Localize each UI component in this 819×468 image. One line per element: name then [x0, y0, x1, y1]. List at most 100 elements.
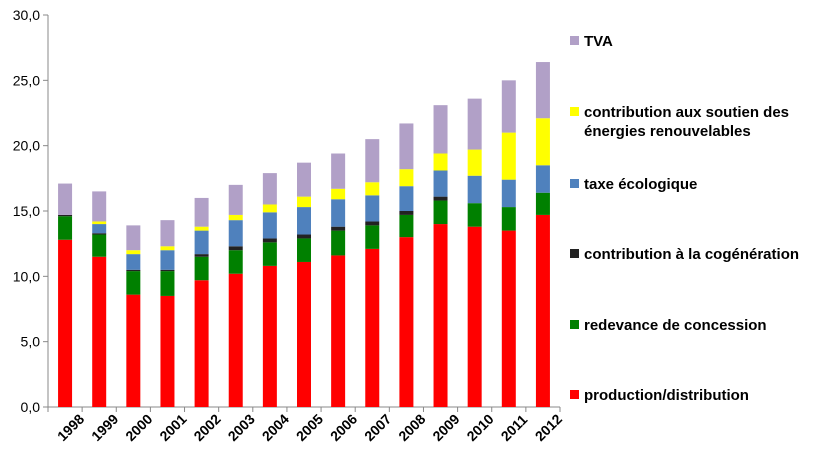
y-tick-label: 20,0	[13, 138, 40, 154]
x-tick-label: 1998	[54, 411, 87, 444]
bar-segment	[501, 80, 516, 133]
bar-segment	[160, 246, 175, 251]
bar-segment	[433, 105, 448, 154]
bar-segment	[331, 188, 346, 200]
bar-segment	[433, 170, 448, 197]
x-tick-label: 2001	[156, 411, 189, 444]
bar-segment	[126, 225, 141, 251]
legend-label: TVA	[584, 33, 613, 50]
bar-segment	[297, 234, 311, 239]
x-tick-label: 2003	[225, 411, 258, 444]
bar-segment	[126, 250, 141, 255]
x-tick-label: 2000	[122, 411, 155, 444]
y-tick-label: 15,0	[13, 203, 40, 219]
bar-segment	[365, 139, 380, 183]
legend-label: contribution aux soutien des	[584, 104, 789, 121]
bar-segment	[194, 280, 209, 407]
bar-segment	[297, 162, 311, 197]
bar-segment	[228, 184, 243, 215]
bar-segment	[365, 248, 380, 407]
bar-segment	[331, 199, 346, 227]
legend-swatch	[570, 179, 579, 188]
bar-segment	[228, 220, 243, 247]
bar-segment	[92, 221, 107, 225]
bar-segment	[228, 250, 243, 274]
bar-segment	[535, 165, 550, 193]
x-tick-label: 2011	[498, 411, 531, 444]
bar-segment	[535, 192, 550, 215]
bar-segment	[194, 256, 209, 281]
bar-segment	[399, 214, 414, 238]
bar-segment	[262, 173, 277, 205]
bar-segment	[297, 207, 311, 235]
bar-segment	[228, 273, 243, 407]
bar-segment	[58, 183, 73, 215]
bar-segment	[194, 197, 209, 227]
bar-segment	[399, 186, 414, 211]
bar-segment	[467, 175, 482, 204]
bar-segment	[262, 238, 277, 243]
legend-label: taxe écologique	[584, 176, 697, 193]
x-tick-label: 1999	[88, 411, 121, 444]
x-tick-label: 2004	[259, 411, 292, 444]
bar-segment	[433, 153, 448, 171]
x-tick-label: 2007	[361, 411, 394, 444]
bar-segment	[467, 149, 482, 176]
bar-segment	[126, 271, 141, 295]
bar-segment	[535, 118, 550, 166]
y-tick-label: 30,0	[13, 7, 40, 23]
bar-segment	[399, 211, 414, 215]
bar-segment	[58, 216, 73, 240]
bar-segment	[433, 196, 448, 201]
bar-segment	[228, 246, 243, 251]
bar-segment	[399, 123, 414, 170]
bar-segment	[160, 269, 175, 272]
legend-label: énergies renouvelables	[584, 123, 751, 140]
legend-swatch	[570, 107, 579, 116]
legend-label: production/distribution	[584, 387, 749, 404]
bar-segment	[501, 132, 516, 180]
legend-label: redevance de concession	[584, 317, 767, 334]
bar-segment	[467, 203, 482, 227]
bar-segment	[399, 169, 414, 187]
x-tick-label: 2006	[327, 411, 360, 444]
bar-segment	[331, 153, 346, 189]
legend-swatch	[570, 249, 579, 258]
bar-segment	[126, 254, 141, 270]
bar-segment	[365, 195, 380, 222]
bar-segment	[58, 214, 73, 217]
bar-segment	[501, 179, 516, 208]
bar-segment	[126, 269, 141, 272]
bar-segment	[262, 242, 277, 266]
bar-segment	[126, 294, 141, 407]
bar-segment	[467, 226, 482, 407]
bar-segment	[92, 191, 107, 222]
bar-segment	[297, 238, 311, 262]
bar-segment	[228, 214, 243, 221]
bar-segment	[433, 224, 448, 407]
bar-segment	[160, 271, 175, 296]
bar-segment	[399, 237, 414, 407]
bar-segment	[92, 234, 107, 257]
x-tick-label: 2009	[429, 411, 462, 444]
bar-segment	[262, 204, 277, 213]
legend-swatch	[570, 36, 579, 45]
bar-segment	[331, 230, 346, 256]
bar-segment	[160, 250, 175, 270]
x-tick-label: 2010	[463, 411, 496, 444]
x-tick-label: 2005	[293, 411, 326, 444]
bar-segment	[433, 200, 448, 225]
bar-segment	[262, 265, 277, 407]
bar-segment	[297, 196, 311, 208]
bar-segment	[92, 233, 107, 235]
bar-segment	[92, 256, 107, 407]
bar-segment	[160, 220, 175, 247]
y-tick-label: 5,0	[21, 334, 41, 350]
bar-segment	[331, 255, 346, 407]
bar-segment	[194, 226, 209, 231]
bar-segment	[331, 226, 346, 231]
bar-segment	[535, 214, 550, 407]
legend-swatch	[570, 390, 579, 399]
